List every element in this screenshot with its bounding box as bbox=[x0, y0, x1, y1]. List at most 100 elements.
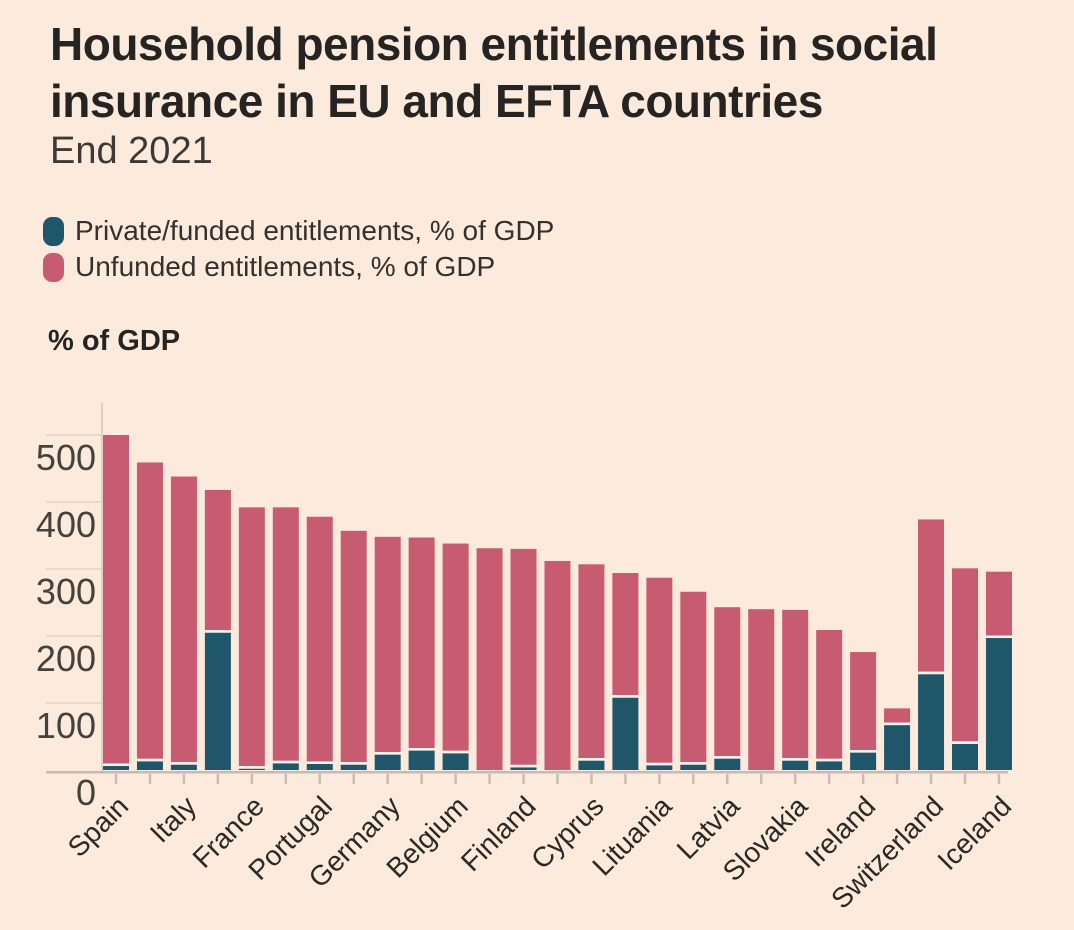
y-tick-label: 300 bbox=[36, 571, 96, 612]
bar-segment-separator bbox=[306, 761, 333, 764]
y-gridline-stub bbox=[46, 568, 102, 570]
x-tick bbox=[929, 774, 933, 784]
x-tick bbox=[114, 774, 118, 784]
bar-unfunded-segment bbox=[646, 577, 673, 763]
x-tick bbox=[590, 774, 593, 784]
bar-segment-separator bbox=[510, 764, 537, 768]
bar-unfunded-segment bbox=[374, 536, 401, 753]
bar-funded-segment bbox=[985, 638, 1012, 770]
bar-segment-separator bbox=[204, 630, 231, 633]
bar-unfunded-segment bbox=[136, 462, 163, 759]
x-tick bbox=[488, 774, 491, 784]
x-tick bbox=[556, 774, 559, 784]
bar-unfunded-segment bbox=[510, 548, 537, 765]
bar-unfunded-segment bbox=[850, 652, 877, 751]
bar-unfunded-segment bbox=[952, 568, 978, 742]
x-tick bbox=[895, 774, 899, 784]
x-tick bbox=[963, 774, 967, 784]
bar-segment-separator bbox=[170, 762, 197, 765]
x-tick bbox=[454, 774, 457, 784]
bar-unfunded-segment bbox=[714, 607, 741, 757]
y-tick-label: 200 bbox=[36, 638, 96, 679]
chart-subtitle: End 2021 bbox=[50, 130, 213, 172]
bar-funded-segment bbox=[306, 763, 333, 770]
bar-segment-separator bbox=[238, 766, 265, 769]
bar-funded-segment bbox=[442, 753, 469, 770]
bar-unfunded-segment bbox=[340, 530, 367, 763]
bar-segment-separator bbox=[952, 741, 978, 744]
chart-title-line2: insurance in EU and EFTA countries bbox=[50, 75, 823, 128]
y-tick-label: 500 bbox=[36, 437, 96, 478]
bar-segment-separator bbox=[816, 758, 843, 762]
bar-unfunded-segment bbox=[238, 507, 265, 767]
legend-swatch-unfunded bbox=[43, 252, 64, 282]
x-tick bbox=[793, 774, 797, 784]
x-axis-label: Finland bbox=[455, 790, 542, 877]
x-tick bbox=[759, 774, 763, 784]
y-tick-label: 400 bbox=[36, 504, 96, 545]
legend-swatch-funded bbox=[43, 216, 64, 246]
legend-item-funded: Private/funded entitlements, % of GDP bbox=[43, 213, 554, 249]
bar-segment-separator bbox=[850, 750, 877, 753]
x-tick bbox=[148, 774, 152, 784]
x-axis-label: Italy bbox=[144, 790, 202, 848]
legend-item-unfunded: Unfunded entitlements, % of GDP bbox=[43, 249, 554, 285]
bar-segment-separator bbox=[578, 758, 605, 761]
bar-funded-segment bbox=[374, 754, 401, 770]
bar-segment-separator bbox=[340, 762, 367, 765]
x-tick bbox=[827, 774, 831, 784]
y-axis-line bbox=[101, 403, 103, 772]
bar-unfunded-segment bbox=[578, 564, 605, 759]
bar-funded-segment bbox=[272, 763, 299, 770]
bar-funded-segment bbox=[408, 750, 435, 770]
bar-unfunded-segment bbox=[170, 476, 197, 763]
legend-label-unfunded: Unfunded entitlements, % of GDP bbox=[75, 251, 496, 282]
bar-unfunded-segment bbox=[204, 489, 231, 631]
legend-label-funded: Private/funded entitlements, % of GDP bbox=[75, 215, 555, 246]
bar-funded-segment bbox=[510, 767, 537, 770]
y-gridline-stub bbox=[46, 434, 102, 436]
bar-unfunded-segment bbox=[442, 543, 469, 751]
x-tick bbox=[997, 774, 1001, 784]
bar-unfunded-segment bbox=[612, 573, 639, 696]
bar-funded-segment bbox=[612, 697, 639, 770]
x-axis-label: Spain bbox=[62, 790, 135, 863]
y-gridline-stub bbox=[46, 501, 102, 503]
x-tick bbox=[216, 774, 220, 784]
bar-funded-segment bbox=[238, 768, 265, 770]
bar-funded-segment bbox=[340, 764, 367, 770]
bar-chart: 0 100 200 300 400 500 Spain Italy France Portugal… bbox=[0, 390, 1074, 925]
x-tick bbox=[250, 774, 254, 784]
bar-funded-segment bbox=[103, 765, 129, 770]
bar-funded-segment bbox=[170, 764, 197, 770]
x-tick bbox=[658, 774, 661, 784]
x-tick bbox=[284, 774, 288, 784]
bar-funded-segment bbox=[714, 758, 741, 770]
bar-segment-separator bbox=[918, 671, 945, 675]
bar-unfunded-segment bbox=[884, 708, 911, 723]
bar-unfunded-segment bbox=[476, 548, 503, 770]
bar-segment-separator bbox=[408, 748, 435, 751]
bar-segment-separator bbox=[680, 762, 707, 765]
bar-segment-separator bbox=[272, 760, 299, 764]
bar-segment-separator bbox=[612, 695, 639, 698]
bar-funded-segment bbox=[918, 674, 945, 770]
bar-funded-segment bbox=[884, 725, 911, 770]
bar-funded-segment bbox=[204, 632, 231, 770]
bar-segment-separator bbox=[136, 758, 163, 762]
x-tick bbox=[352, 774, 355, 784]
bar-unfunded-segment bbox=[103, 435, 129, 764]
bar-unfunded-segment bbox=[748, 609, 775, 770]
bar-segment-separator bbox=[374, 752, 401, 755]
bar-funded-segment bbox=[136, 761, 163, 770]
bar-unfunded-segment bbox=[544, 560, 571, 770]
y-gridline-stub bbox=[46, 702, 102, 704]
bar-unfunded-segment bbox=[306, 516, 333, 762]
x-tick bbox=[182, 774, 186, 784]
bar-unfunded-segment bbox=[680, 591, 707, 763]
bar-funded-segment bbox=[952, 743, 978, 770]
bar-funded-segment bbox=[782, 760, 809, 770]
x-axis-label: Iceland bbox=[931, 790, 1017, 876]
